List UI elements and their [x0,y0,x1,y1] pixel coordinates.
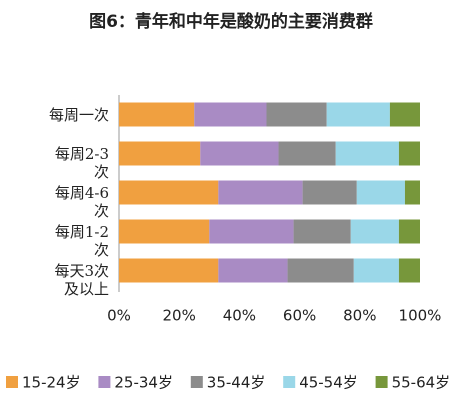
legend-swatch [6,376,18,388]
x-tick-label: 40% [223,307,256,325]
bar-segment [398,141,420,166]
y-tick-label: 每周一次 [48,105,109,124]
bar-segment [278,141,336,166]
bar-segment [287,258,354,283]
y-tick-label: 每天3次及以上 [54,261,109,298]
bar-segment [119,219,210,244]
bar-segment [293,219,351,244]
bar-segment [119,258,219,283]
bar-segment [218,258,288,283]
bar-segment [326,102,390,127]
legend-label: 35-44岁 [207,374,266,392]
x-tick-label: 20% [163,307,196,325]
bar-segment [200,141,279,166]
legend-label: 55-64岁 [392,374,451,392]
chart-title: 图6：青年和中年是酸奶的主要消费群 [89,11,373,32]
bar-segment [398,258,420,283]
y-tick-label: 每周4-6次 [54,183,109,220]
bar-segment [119,102,195,127]
legend-label: 45-54岁 [299,374,358,392]
bar-segment [194,102,267,127]
bar-segment [389,102,420,127]
legend-label: 15-24岁 [22,374,81,392]
bar-segment [119,141,201,166]
bar-segment [302,180,357,205]
bar-segment [353,258,399,283]
bar-segment [209,219,294,244]
legend-swatch [375,376,388,388]
x-tick-label: 0% [107,307,131,325]
legend-swatch [283,376,296,388]
x-tick-label: 80% [343,307,376,325]
legend-swatch [98,376,111,388]
bar-segment [335,141,399,166]
legend-label: 25-34岁 [114,374,173,392]
y-tick-label: 每周1-2次 [54,222,109,259]
bar-segment [350,219,399,244]
bar-segment [119,180,219,205]
bar-segment [404,180,420,205]
bar-segment [356,180,405,205]
bar-segment [218,180,303,205]
legend-swatch [190,376,203,388]
bar-segment [266,102,327,127]
x-tick-label: 100% [399,307,442,325]
bar-segment [398,219,420,244]
y-tick-label: 每周2-3次 [54,144,109,181]
x-tick-label: 60% [283,307,316,325]
